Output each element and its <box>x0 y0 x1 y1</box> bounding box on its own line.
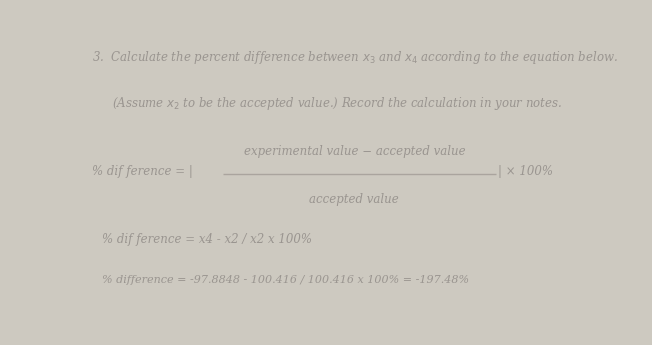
Text: accepted value: accepted value <box>310 193 399 206</box>
Text: experimental value − accepted value: experimental value − accepted value <box>244 145 465 158</box>
Text: % difference = -97.8848 - 100.416 / 100.416 x 100% = -197.48%: % difference = -97.8848 - 100.416 / 100.… <box>102 275 469 285</box>
Text: 3.  Calculate the percent difference between $x_3$ and $x_4$ according to the eq: 3. Calculate the percent difference betw… <box>91 49 617 66</box>
Text: % dif ference = |: % dif ference = | <box>91 165 192 178</box>
Text: | × 100%: | × 100% <box>498 165 554 178</box>
Text: % dif ference = x4 - x2 / x2 x 100%: % dif ference = x4 - x2 / x2 x 100% <box>102 233 312 246</box>
Text: (Assume $x_2$ to be the accepted value.) Record the calculation in your notes.: (Assume $x_2$ to be the accepted value.)… <box>112 95 562 111</box>
